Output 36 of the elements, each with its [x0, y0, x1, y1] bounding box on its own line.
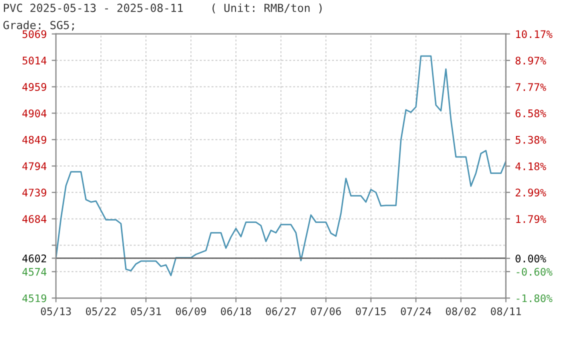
x-tick-label: 05/31	[130, 307, 161, 316]
x-tick-label: 08/11	[490, 307, 521, 316]
x-tick-label: 05/22	[86, 307, 116, 316]
x-tick-label: 06/27	[266, 307, 296, 316]
y-tick-label: 4684	[22, 215, 46, 223]
x-tick-label: 07/06	[310, 307, 341, 316]
x-tick-label: 05/13	[40, 307, 71, 316]
chart-title: PVC 2025-05-13 - 2025-08-11 ( Unit: RMB/ton )	[4, 3, 322, 14]
x-tick-label: 08/02	[446, 307, 476, 316]
y2-tick-label: 6.58%	[516, 109, 546, 118]
chart-subtitle: Grade: SG5;	[3, 20, 74, 31]
y-tick-label: 4849	[22, 136, 46, 144]
x-tick-label: 06/18	[220, 307, 251, 316]
y2-tick-label: 4.18%	[515, 162, 546, 170]
y-tick-label: 4904	[22, 109, 46, 118]
y-tick-label: 4959	[22, 83, 46, 91]
x-tick-label: 06/09	[176, 307, 206, 316]
x-tick-label: 07/24	[400, 307, 432, 316]
y2-tick-label: 7.77%	[516, 83, 546, 91]
x-tick-label: 07/15	[356, 307, 386, 316]
line-series	[56, 55, 506, 276]
y2-tick-label: -0.60%	[516, 268, 552, 276]
y-tick-label: 4574	[22, 268, 46, 276]
y2-tick-label: 5.38%	[516, 136, 546, 144]
y2-tick-label: 0.00%	[516, 254, 546, 262]
y2-tick-label: 1.79%	[516, 215, 546, 223]
y-tick-label: 4794	[22, 162, 46, 170]
y-tick-label: 5069	[22, 30, 46, 38]
y-tick-label: 5014	[22, 56, 46, 64]
y-tick-label: 4602	[22, 254, 46, 262]
y2-tick-label: -1.80%	[516, 294, 552, 302]
y-tick-label: 4519	[22, 294, 46, 302]
y2-tick-label: 8.97%	[516, 56, 546, 65]
y-tick-label: 4739	[22, 188, 46, 197]
y2-tick-label: 10.17%	[516, 30, 552, 38]
y2-tick-label: 2.99%	[516, 188, 546, 197]
